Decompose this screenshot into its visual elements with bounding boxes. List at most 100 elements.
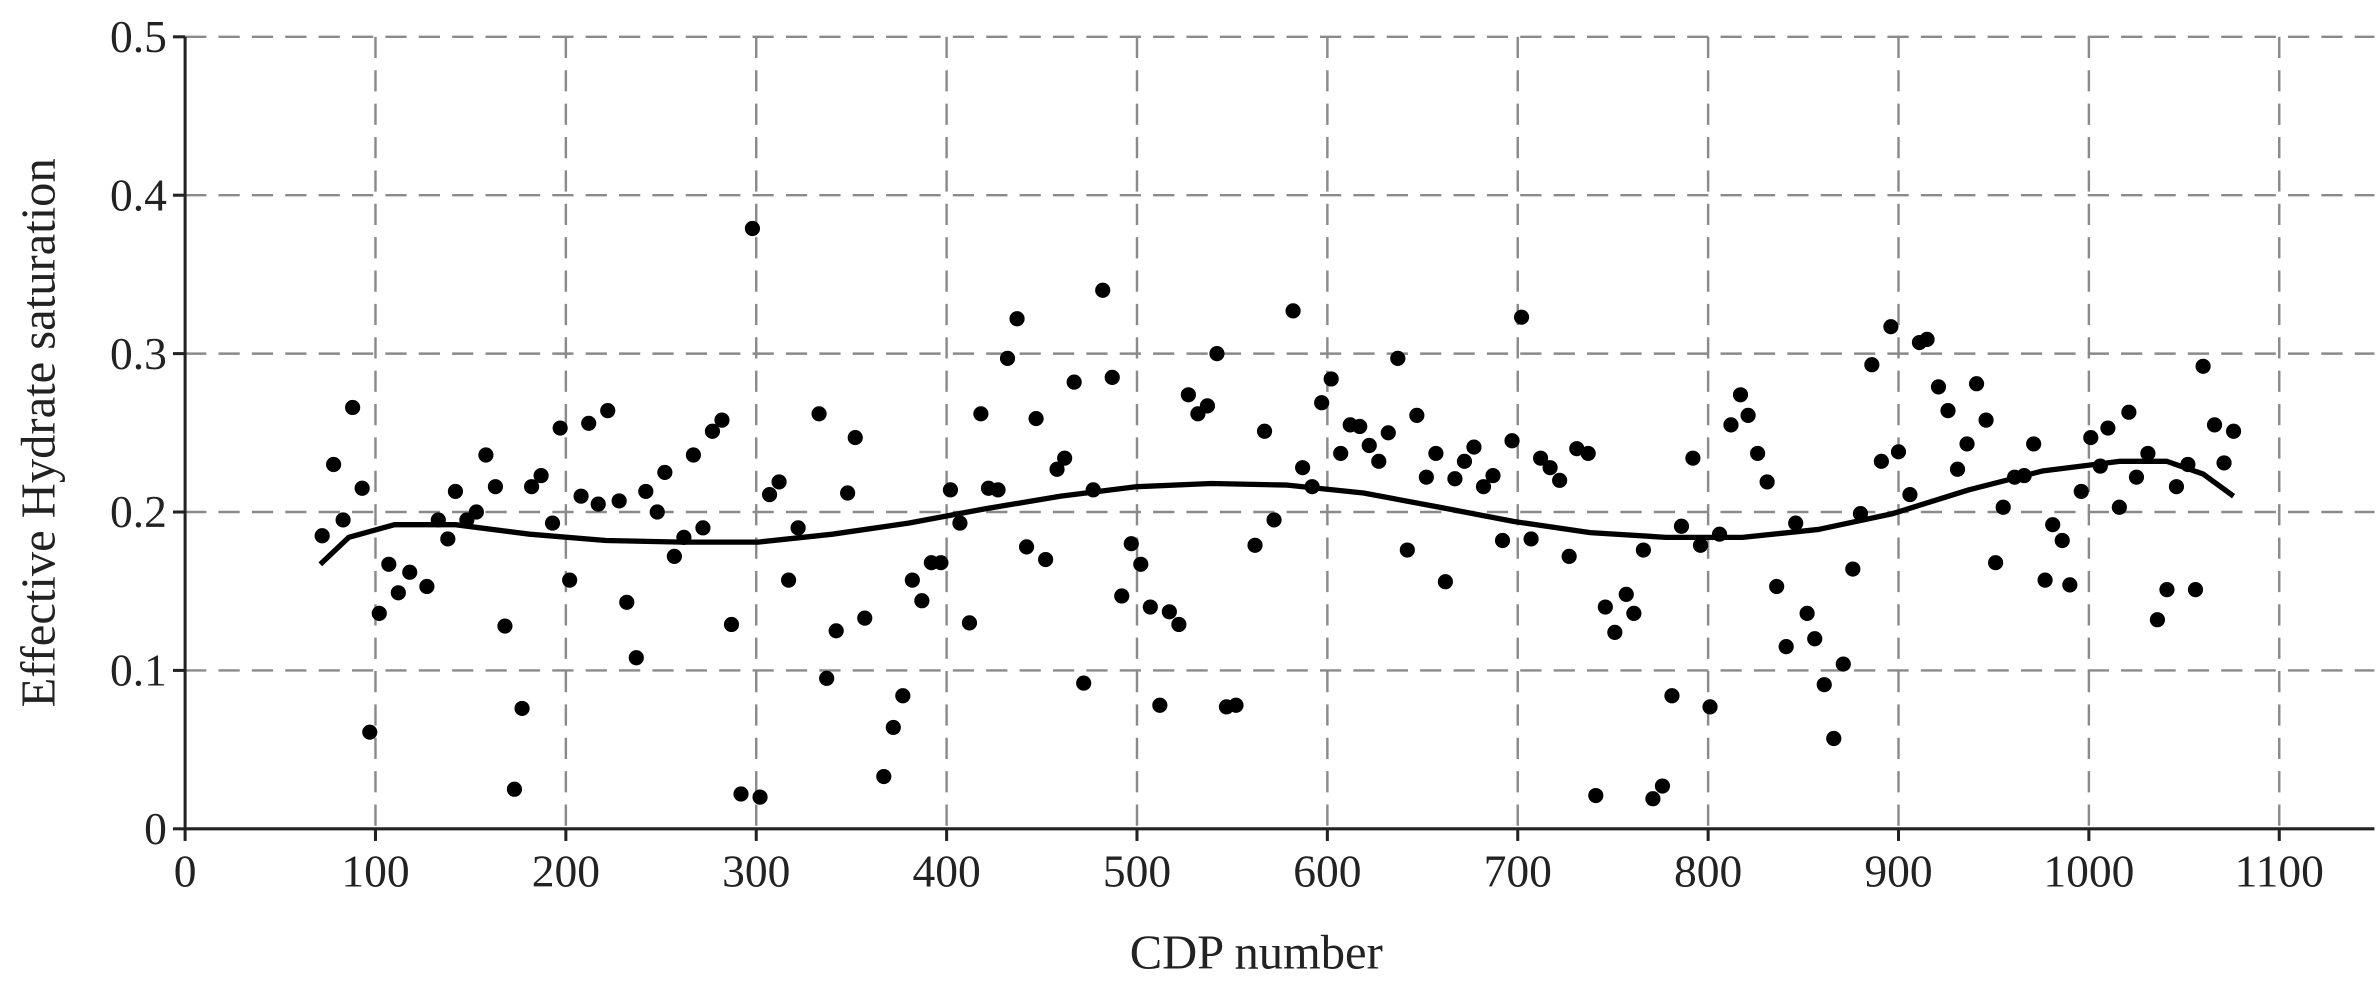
data-point [649, 504, 665, 520]
data-point [2073, 483, 2089, 500]
data-point [1361, 437, 1377, 454]
data-point [478, 447, 494, 463]
data-point [1285, 303, 1301, 319]
data-point [1664, 688, 1680, 704]
data-point [1769, 578, 1785, 595]
data-point [447, 483, 464, 500]
data-point [771, 474, 787, 490]
data-point [562, 572, 578, 588]
x-tick-label: 300 [722, 845, 790, 896]
data-point [2216, 455, 2232, 471]
data-point [2111, 499, 2127, 515]
data-point [544, 515, 561, 531]
data-point [1778, 639, 1794, 655]
data-point [1142, 599, 1158, 615]
y-tick-label: 0.2 [110, 486, 167, 537]
data-point [590, 496, 606, 512]
data-point [1152, 697, 1168, 713]
x-tick-label: 600 [1293, 845, 1361, 896]
data-point [1333, 445, 1349, 461]
data-point [733, 786, 749, 802]
data-point [1076, 675, 1092, 691]
y-tick-label: 0.5 [110, 11, 167, 62]
data-point [1732, 387, 1749, 403]
data-point [1949, 461, 1966, 477]
data-point [1418, 469, 1434, 485]
data-point [1542, 460, 1558, 476]
data-point [468, 504, 484, 520]
x-tick-label: 900 [1864, 845, 1932, 896]
data-point [1618, 586, 1634, 602]
data-point [1409, 407, 1425, 423]
data-point [1607, 624, 1623, 640]
data-point [1930, 379, 1947, 395]
data-point [685, 447, 701, 463]
data-point [2100, 420, 2116, 436]
data-point [1890, 444, 1907, 460]
data-point [942, 482, 959, 498]
data-point [1466, 439, 1482, 455]
data-point [390, 585, 406, 601]
data-point [1723, 417, 1739, 433]
data-point [895, 688, 911, 704]
data-point [2149, 612, 2166, 628]
data-point [1959, 436, 1975, 452]
data-point [1626, 605, 1642, 621]
data-point [657, 464, 673, 480]
data-point [354, 480, 370, 496]
data-point [1171, 616, 1187, 633]
data-point [1845, 561, 1861, 577]
data-point [666, 548, 682, 564]
data-point [1057, 450, 1073, 466]
data-point [611, 493, 627, 509]
data-point [2206, 417, 2223, 433]
x-tick-label: 1100 [2235, 845, 2324, 896]
data-point [524, 479, 540, 495]
data-point [2225, 423, 2242, 439]
data-point [1919, 331, 1935, 347]
data-point [1533, 450, 1549, 466]
data-point [1428, 445, 1444, 461]
data-point [2140, 445, 2156, 461]
y-axis-title: Effective Hydrate saturation [12, 158, 66, 707]
data-point [1009, 311, 1025, 327]
data-point [2168, 479, 2185, 495]
data-point [1740, 407, 1756, 423]
data-point [885, 719, 901, 736]
data-point [790, 520, 806, 536]
data-point [600, 403, 616, 419]
data-point [1018, 539, 1035, 555]
data-point [2128, 469, 2145, 485]
data-point [1123, 536, 1139, 552]
data-point [1597, 599, 1613, 615]
data-point [1978, 412, 1994, 428]
data-point [840, 485, 856, 501]
data-point [857, 610, 873, 626]
data-point [1988, 555, 2004, 571]
data-point [1692, 537, 1709, 553]
data-point [381, 556, 397, 572]
data-point [2083, 429, 2099, 446]
data-point [552, 420, 568, 436]
data-point [1399, 542, 1415, 558]
data-point [781, 572, 797, 588]
data-point [904, 572, 920, 588]
data-point [1380, 425, 1396, 441]
data-point [1807, 631, 1823, 647]
data-point [1199, 398, 1216, 414]
data-point [1523, 531, 1539, 547]
data-point [1873, 453, 1889, 469]
data-point [1371, 453, 1387, 469]
data-point [1940, 403, 1956, 419]
data-point [1049, 461, 1065, 477]
data-point [1864, 357, 1880, 373]
data-point [2121, 404, 2137, 420]
data-point [761, 487, 778, 503]
data-point [1314, 395, 1330, 411]
data-point [1095, 282, 1111, 298]
data-point [1114, 588, 1130, 604]
y-tick-label: 0 [144, 803, 167, 854]
data-point [628, 650, 644, 666]
data-point [314, 528, 330, 544]
